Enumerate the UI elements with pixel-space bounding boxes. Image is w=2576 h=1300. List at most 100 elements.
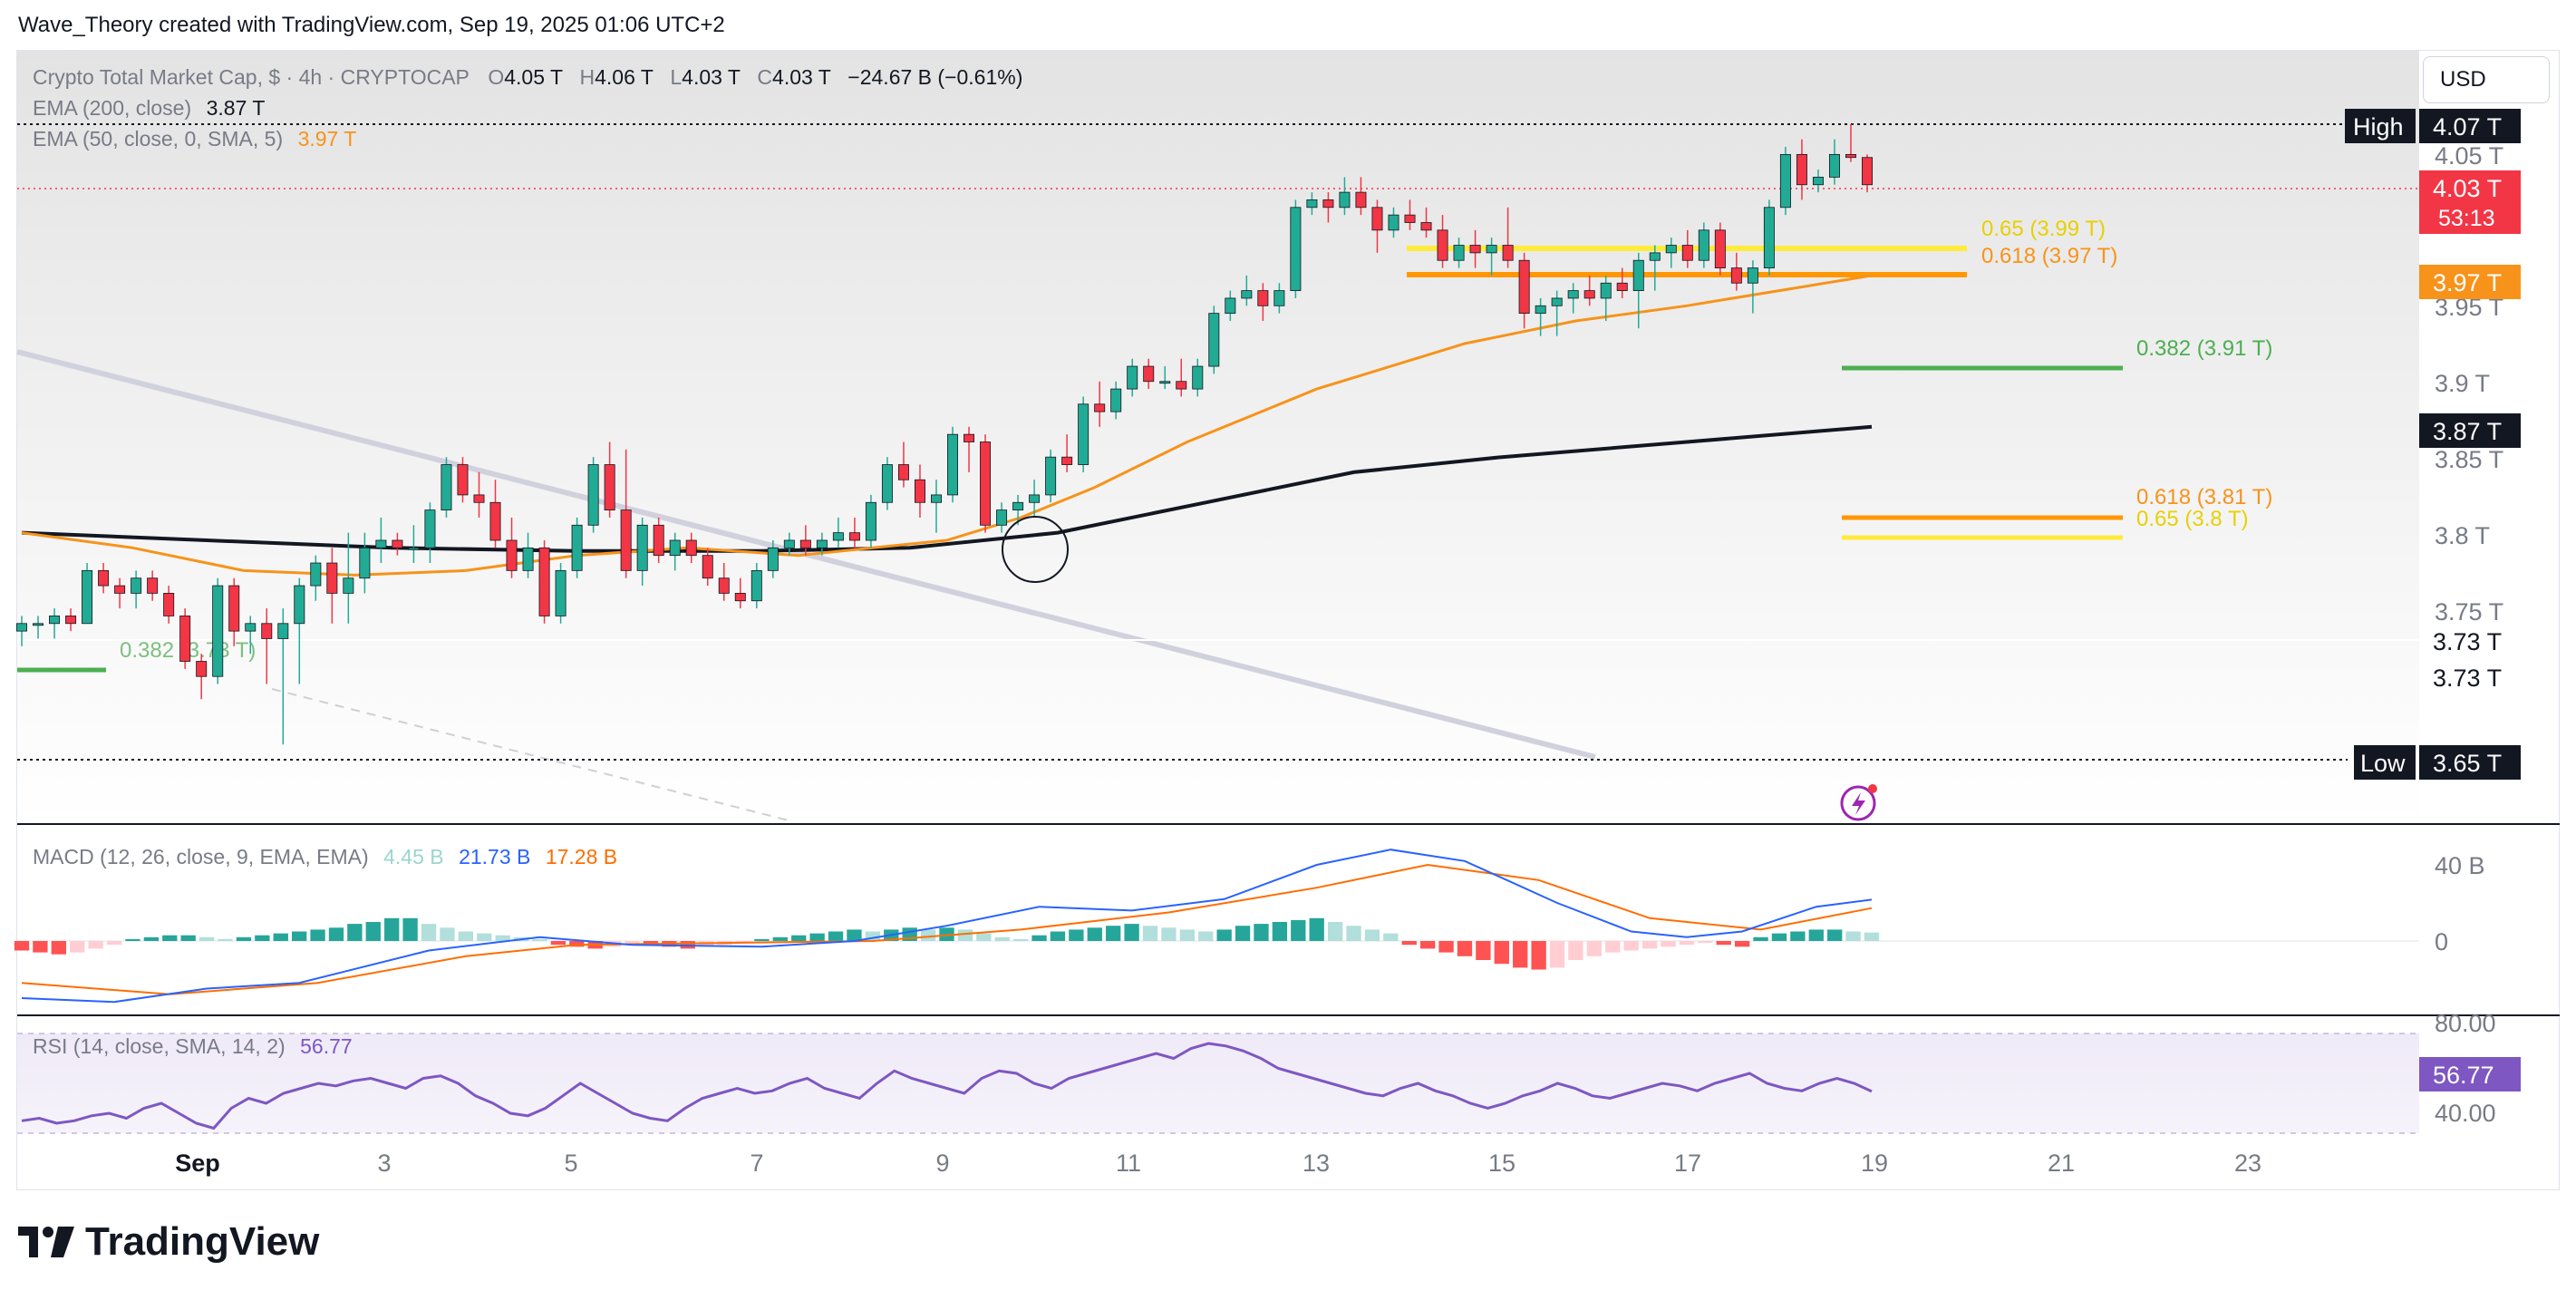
macd-hist-bar [1641, 941, 1658, 949]
time-tick: 3 [377, 1150, 391, 1177]
ema200-label: EMA (200, close) [33, 96, 191, 120]
macd-hist-bar [939, 927, 954, 941]
candle-body [261, 623, 273, 639]
rsi-band [17, 1033, 2419, 1133]
candle-body [751, 569, 762, 602]
moving-averages [21, 274, 1873, 577]
candle-body [653, 524, 664, 557]
legend-l-label: L [670, 65, 682, 89]
macd-hist-bar [33, 941, 48, 953]
macd-hist-bar [1069, 929, 1084, 941]
support-circle[interactable] [1002, 516, 1069, 583]
macd-hist-bar [625, 941, 640, 946]
time-axis[interactable]: Sep 3 5 7 9 11 13 15 17 19 21 23 [175, 1150, 2261, 1177]
candle-body [1763, 207, 1775, 268]
macd-hist-bar [199, 936, 215, 941]
macd-hist-value: 4.45 B [383, 845, 444, 868]
candle-body [1845, 153, 1856, 159]
tick-375: 3.75 T [2435, 598, 2503, 626]
time-tick: 17 [1674, 1150, 1701, 1177]
low-tag [2354, 745, 2416, 780]
macd-hist-bar [1031, 935, 1047, 941]
candle-body [816, 539, 828, 548]
candle-body [163, 593, 175, 616]
fib-0618-low-label: 0.618 (3.81 T) [2136, 485, 2272, 509]
legend-o-label: O [488, 65, 504, 89]
tradingview-logo-icon [18, 1227, 74, 1257]
macd-hist-bar [1864, 932, 1880, 941]
candle-body [1110, 388, 1122, 412]
macd-hist-bar [1531, 941, 1546, 970]
macd-hist-bar [1586, 941, 1603, 956]
macd-hist-bar [1254, 924, 1269, 941]
macd-hist-bar [384, 917, 400, 941]
flash-icon[interactable] [1840, 784, 1877, 821]
tick-385: 3.85 T [2435, 446, 2503, 473]
time-tick: 7 [750, 1150, 763, 1177]
candle-body [604, 464, 615, 511]
macd-hist-bar [791, 935, 807, 941]
svg-text:MACD (12, 26, close, 9, EMA, E: MACD (12, 26, close, 9, EMA, EMA) 4.45 B… [33, 845, 617, 868]
macd-hist-bar [1291, 919, 1306, 941]
candle-body [1143, 365, 1155, 383]
macd-hist-bar [1012, 938, 1029, 941]
macd-hist-bar [273, 933, 288, 941]
candle-body [16, 623, 27, 632]
last-price-tag [2419, 170, 2521, 234]
tick-405: 4.05 T [2435, 142, 2503, 170]
high-value: 4.07 T [2433, 113, 2502, 141]
macd-hist-bar [957, 929, 973, 941]
candle-body [114, 585, 126, 594]
candle-body [718, 577, 730, 594]
macd-hist-bar [51, 941, 66, 955]
candle-body [1862, 157, 1873, 186]
candle-body [179, 616, 191, 662]
candle-body [1796, 153, 1807, 186]
macd-hist-bar [1513, 941, 1528, 968]
legend-change: −24.67 B (−0.61%) [847, 65, 1022, 89]
candle-body [964, 433, 975, 442]
candle-body [1192, 365, 1204, 390]
candle-body [1420, 222, 1432, 231]
macd-tick-0: 0 [2435, 928, 2448, 956]
macd-label: MACD (12, 26, close, 9, EMA, EMA) [33, 845, 369, 868]
high-tag-label: High [2353, 113, 2404, 141]
macd-hist-bar [1771, 933, 1787, 941]
currency-button[interactable]: USD [2423, 56, 2550, 103]
low-value: 3.65 T [2433, 750, 2502, 777]
macd-hist-bar [236, 936, 252, 941]
candle-body [832, 532, 844, 541]
macd-hist-bar [1346, 926, 1361, 941]
low-value-tag [2419, 745, 2521, 780]
candle-body [1730, 267, 1742, 284]
crosshair-value-2: 3.73 T [2433, 665, 2502, 692]
candle-body [33, 623, 44, 626]
candle-body [1518, 259, 1530, 315]
legend-h: 4.06 T [595, 65, 654, 89]
candle-body [1225, 297, 1236, 315]
ema200-line [21, 424, 1873, 553]
candle-body [343, 577, 354, 594]
candle-body [1061, 456, 1073, 465]
candle-body [1159, 381, 1171, 384]
candle-body [522, 547, 534, 571]
rsi-legend-value: 56.77 [300, 1034, 353, 1058]
macd-hist-bar [1734, 941, 1750, 947]
candle-body [914, 479, 925, 503]
candle-body [1698, 229, 1709, 261]
credit-line: Wave_Theory created with TradingView.com… [18, 13, 725, 37]
candles[interactable] [16, 124, 1873, 745]
trendline-dashed[interactable] [271, 688, 789, 821]
candle-body [1257, 290, 1269, 306]
candle-body [1290, 207, 1302, 291]
candle-body [1176, 381, 1187, 390]
candle-body [1437, 229, 1448, 261]
macd-hist-bar [532, 938, 547, 941]
candle-body [228, 585, 240, 632]
candle-body [881, 464, 893, 503]
candle-body [489, 501, 501, 541]
macd-hist-bar [1476, 941, 1491, 960]
macd-hist-bar [1494, 941, 1509, 965]
candle-body [424, 509, 436, 548]
